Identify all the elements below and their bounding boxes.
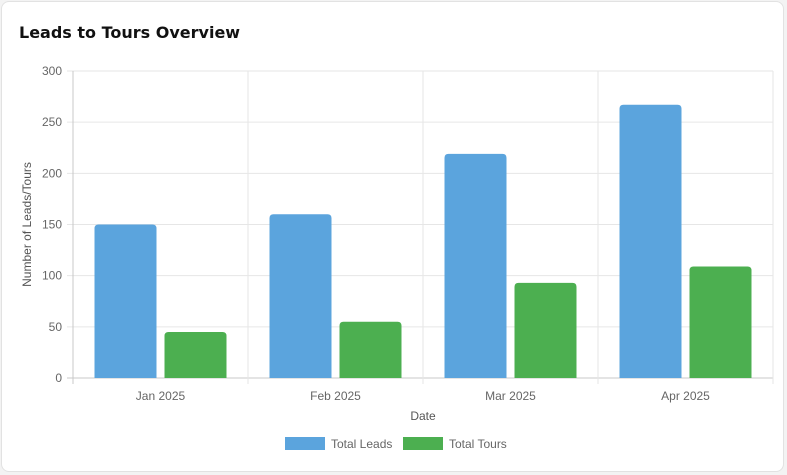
y-tick-label: 150	[42, 218, 62, 232]
y-tick-label: 0	[55, 371, 62, 385]
legend-swatch-total-leads	[285, 437, 325, 450]
y-tick-label: 300	[42, 64, 62, 78]
bar-total-tours	[339, 321, 402, 378]
x-axis-title: Date	[410, 409, 436, 423]
bar-total-leads	[269, 214, 332, 378]
legend-swatch-total-tours	[403, 437, 443, 450]
y-tick-label: 100	[42, 269, 62, 283]
x-tick-label: Feb 2025	[310, 389, 361, 403]
legend-label-total-leads: Total Leads	[331, 437, 392, 451]
x-tick-label: Apr 2025	[661, 389, 710, 403]
y-tick-label: 250	[42, 115, 62, 129]
bar-total-tours	[514, 282, 577, 378]
bar-total-leads	[444, 153, 507, 378]
chart-card-title: Leads to Tours Overview	[19, 23, 241, 42]
bar-total-leads	[619, 104, 682, 379]
x-tick-label: Jan 2025	[136, 389, 186, 403]
legend-label-total-tours: Total Tours	[449, 437, 507, 451]
bar-total-tours	[164, 331, 227, 378]
bar-total-leads	[94, 224, 157, 378]
x-tick-label: Mar 2025	[485, 389, 536, 403]
bar-total-tours	[689, 266, 752, 378]
y-tick-label: 50	[49, 320, 63, 334]
y-axis-title: Number of Leads/Tours	[20, 162, 34, 287]
y-tick-label: 200	[42, 166, 62, 180]
